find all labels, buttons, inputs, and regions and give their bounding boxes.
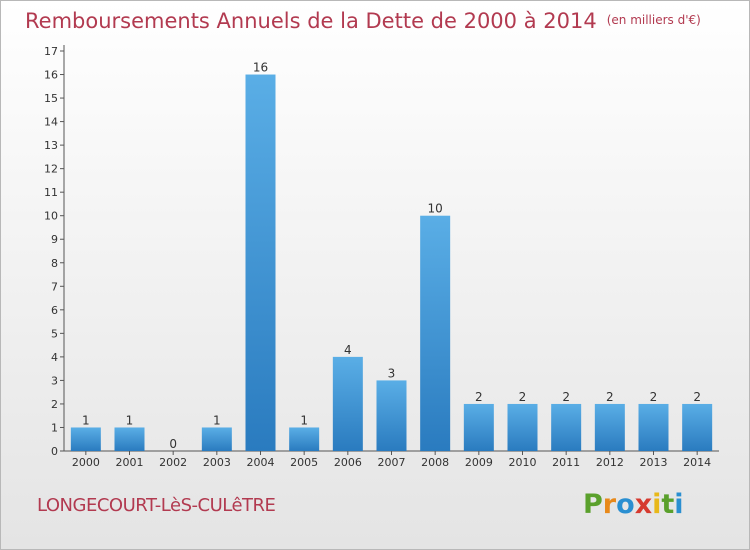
bar (201, 427, 232, 451)
data-label: 4 (344, 343, 352, 357)
x-tick-label: 2012 (596, 456, 624, 469)
x-tick-label: 2010 (509, 456, 537, 469)
data-label: 1 (126, 413, 134, 427)
logo-letter: i (652, 489, 662, 520)
data-label: 0 (169, 437, 177, 451)
bar (507, 403, 538, 451)
chart-title: Remboursements Annuels de la Dette de 20… (25, 9, 701, 33)
y-tick-label: 4 (51, 351, 58, 364)
chart-title-text: Remboursements Annuels de la Dette de 20… (25, 9, 597, 33)
x-tick-label: 2014 (683, 456, 711, 469)
bar (594, 403, 625, 451)
x-tick-label: 2009 (465, 456, 493, 469)
data-label: 3 (388, 366, 396, 380)
x-tick-label: 2005 (290, 456, 318, 469)
y-tick-label: 3 (51, 374, 58, 387)
x-tick-label: 2006 (334, 456, 362, 469)
data-label: 2 (519, 390, 527, 404)
bar (682, 403, 713, 451)
y-tick-label: 13 (44, 139, 58, 152)
bar (463, 403, 494, 451)
y-tick-label: 7 (51, 280, 58, 293)
y-tick-label: 2 (51, 398, 58, 411)
bar (376, 380, 407, 451)
logo-letter: t (661, 489, 675, 520)
logo-letter: i (674, 489, 684, 520)
data-label: 1 (213, 413, 221, 427)
y-tick-label: 17 (44, 45, 58, 58)
x-tick-label: 2011 (552, 456, 580, 469)
proxiti-logo[interactable]: Proxiti (583, 489, 684, 520)
y-tick-label: 11 (44, 186, 58, 199)
logo-letter: x (634, 489, 653, 520)
y-tick-label: 12 (44, 163, 58, 176)
x-tick-label: 2013 (640, 456, 668, 469)
data-label: 2 (650, 390, 658, 404)
data-label: 2 (475, 390, 483, 404)
bar (420, 215, 451, 451)
y-tick-label: 9 (51, 233, 58, 246)
bar (70, 427, 101, 451)
logo-letter: r (602, 489, 617, 520)
y-tick-label: 10 (44, 210, 58, 223)
data-label: 2 (562, 390, 570, 404)
bar (332, 356, 363, 451)
x-tick-label: 2004 (247, 456, 275, 469)
bar (289, 427, 320, 451)
x-tick-label: 2002 (159, 456, 187, 469)
y-tick-label: 6 (51, 304, 58, 317)
logo-letter: P (583, 489, 603, 520)
bar (638, 403, 669, 451)
commune-name: LONGECOURT-LèS-CULêTRE (37, 495, 276, 516)
y-tick-label: 5 (51, 327, 58, 340)
x-tick-label: 2008 (421, 456, 449, 469)
data-label: 1 (82, 413, 90, 427)
x-tick-label: 2001 (116, 456, 144, 469)
data-label: 1 (300, 413, 308, 427)
logo-letter: o (616, 489, 635, 520)
data-label: 16 (253, 61, 268, 75)
data-label: 10 (428, 202, 443, 216)
x-tick-label: 2003 (203, 456, 231, 469)
bar (245, 74, 276, 451)
bar (551, 403, 582, 451)
y-tick-label: 0 (51, 445, 58, 458)
y-tick-label: 14 (44, 116, 58, 129)
x-tick-label: 2007 (378, 456, 406, 469)
y-tick-label: 15 (44, 92, 58, 105)
data-label: 2 (693, 390, 701, 404)
y-tick-label: 16 (44, 69, 58, 82)
y-tick-label: 8 (51, 257, 58, 270)
chart-unit-label: (en milliers d'€) (606, 13, 701, 27)
x-tick-label: 2000 (72, 456, 100, 469)
y-tick-label: 1 (51, 421, 58, 434)
bar (114, 427, 145, 451)
data-label: 2 (606, 390, 614, 404)
